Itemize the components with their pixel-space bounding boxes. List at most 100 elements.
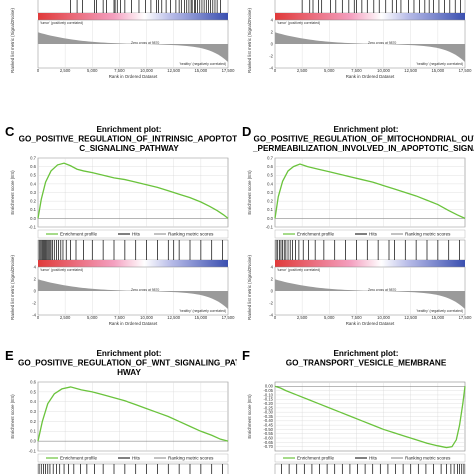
es-ytick-label: 0.6 [267,164,273,169]
panel-wrap-c: C Enrichment plot:GO_POSITIVE_REGULATION_… [5,124,240,326]
panel-letter: F [242,348,250,363]
es-ytick-label: -0.1 [29,448,37,453]
x-tick-label: 15,000 [431,68,444,73]
x-tick-label: 17,500 [459,68,472,73]
hits-frame [274,463,466,474]
metric-ytick-label: 4 [271,264,274,269]
es-ytick-label: -0.20 [263,401,273,406]
es-ytick-label: -0.30 [263,410,273,415]
legend-hits-label: Hits [132,232,141,237]
legend-hits-label: Hits [369,232,378,237]
panel-wrap-e: E Enrichment plot:GO_POSITIVE_REGULATION_… [5,348,237,474]
metric-axis-label: Ranked list metric (Signal2Noise) [10,8,15,73]
es-ytick-label: 0.3 [30,409,36,414]
es-ytick-label: 0.1 [30,207,36,212]
x-axis-label: Rank in Ordered Dataset [346,74,395,79]
metric-ytick-label: 0 [34,288,37,293]
hits-frame [37,463,229,474]
es-ytick-label: -0.35 [263,414,273,419]
panel-title-line: GO_POSITIVE_REGULATION_OF_INTRINSIC_APOP… [19,135,240,144]
metric-ytick-label: -2 [269,300,273,305]
es-axis-label: Enrichment score (ES) [247,170,252,215]
x-tick-label: 17,500 [222,68,235,73]
es-ytick-label: 0.2 [267,199,273,204]
x-tick-label: 17,500 [459,315,472,320]
panel-title-line: GO_TRANSPORT_VESICLE_MEMBRANE [286,359,447,368]
panel-wrap-f: F Enrichment plot:GO_TRANSPORT_VESICLE_ME… [242,348,466,474]
negative-correlation-label: 'healthy' (negatively correlated) [416,62,463,66]
metric-axis-label: Ranked list metric (Signal2Noise) [247,255,252,320]
enrichment-profile-line [37,162,229,219]
metric-ytick-label: 2 [271,276,274,281]
x-tick-label: 15,000 [431,315,444,320]
es-ytick-label: 0.00 [265,384,274,389]
x-tick-label: 12,500 [404,315,417,320]
x-tick-label: 7,500 [114,68,125,73]
x-tick-label: 0 [274,68,277,73]
es-ytick-label: 0.2 [30,419,36,424]
es-ytick-label: 0.4 [267,181,273,186]
ranking-color-bar [275,13,465,20]
metric-axis-label: Ranked list metric (Signal2Noise) [247,8,252,73]
zero-cross-label: Zero cross at 9870 [131,288,159,292]
metric-ytick-label: -4 [269,65,273,70]
metric-ytick-label: 4 [271,17,274,22]
panel-letter: E [5,348,14,363]
panel-title-line: Enrichment plot: [333,125,398,134]
es-ytick-label: 0.0 [267,216,273,221]
enrichment-profile-line [274,385,466,449]
legend-profile-label: Enrichment profile [297,232,334,237]
x-tick-label: 15,000 [194,68,207,73]
panel-title-line: HWAY [117,368,141,377]
x-tick-label: 5,000 [324,68,335,73]
zero-cross-label: Zero cross at 9870 [131,41,159,45]
es-ytick-label: 0.5 [30,389,36,394]
x-tick-label: 10,000 [140,315,153,320]
legend-profile-label: Enrichment profile [60,456,97,461]
es-ytick-label: 0.3 [267,190,273,195]
x-tick-label: 5,000 [324,315,335,320]
panel-d: D Enrichment plot:GO_POSITIVE_REGULATION_… [242,124,474,326]
es-ytick-label: 0.0 [30,216,36,221]
ranking-color-bar [38,13,228,20]
ranking-color-bar [275,260,465,267]
x-tick-label: 5,000 [87,68,98,73]
legend-metric-label: Ranking metric scores [405,456,451,461]
x-tick-label: 2,500 [297,68,308,73]
es-ytick-label: 0.2 [30,199,36,204]
x-tick-label: 12,500 [167,68,180,73]
es-ytick-label: -0.40 [263,418,273,423]
metric-ytick-label: -2 [32,300,36,305]
x-tick-label: 17,500 [222,315,235,320]
metric-ytick-label: 4 [34,264,37,269]
es-ytick-label: -0.05 [263,388,273,393]
es-ytick-label: 0.3 [30,190,36,195]
panel-f: F Enrichment plot:GO_TRANSPORT_VESICLE_ME… [242,348,466,474]
x-tick-label: 2,500 [297,315,308,320]
legend-metric-label: Ranking metric scores [168,456,214,461]
x-axis-label: Rank in Ordered Dataset [109,74,158,79]
es-ytick-label: 0.5 [30,173,36,178]
x-tick-label: 15,000 [194,315,207,320]
x-tick-label: 5,000 [87,315,98,320]
positive-correlation-label: 'tumor' (positively correlated) [40,21,83,25]
es-ytick-label: 0.4 [30,399,36,404]
negative-correlation-label: 'healthy' (negatively correlated) [179,62,226,66]
panel-title-line: Enrichment plot: [333,349,398,358]
es-ytick-label: -0.1 [266,224,274,229]
es-ytick-label: 0.7 [267,155,273,160]
es-axis-label: Enrichment score (ES) [247,394,252,439]
panel-wrap-d: D Enrichment plot:GO_POSITIVE_REGULATION_… [242,124,474,326]
metric-axis-label: Ranked list metric (Signal2Noise) [10,255,15,320]
x-tick-label: 0 [37,68,40,73]
negative-correlation-label: 'healthy' (negatively correlated) [416,309,463,313]
es-ytick-label: -0.45 [263,423,273,428]
metric-ytick-label: 0 [271,288,274,293]
metric-ytick-label: -2 [269,53,273,58]
x-tick-label: 10,000 [377,315,390,320]
legend-hits-label: Hits [369,456,378,461]
es-ytick-label: -0.50 [263,427,273,432]
es-ytick-label: -0.25 [263,405,273,410]
